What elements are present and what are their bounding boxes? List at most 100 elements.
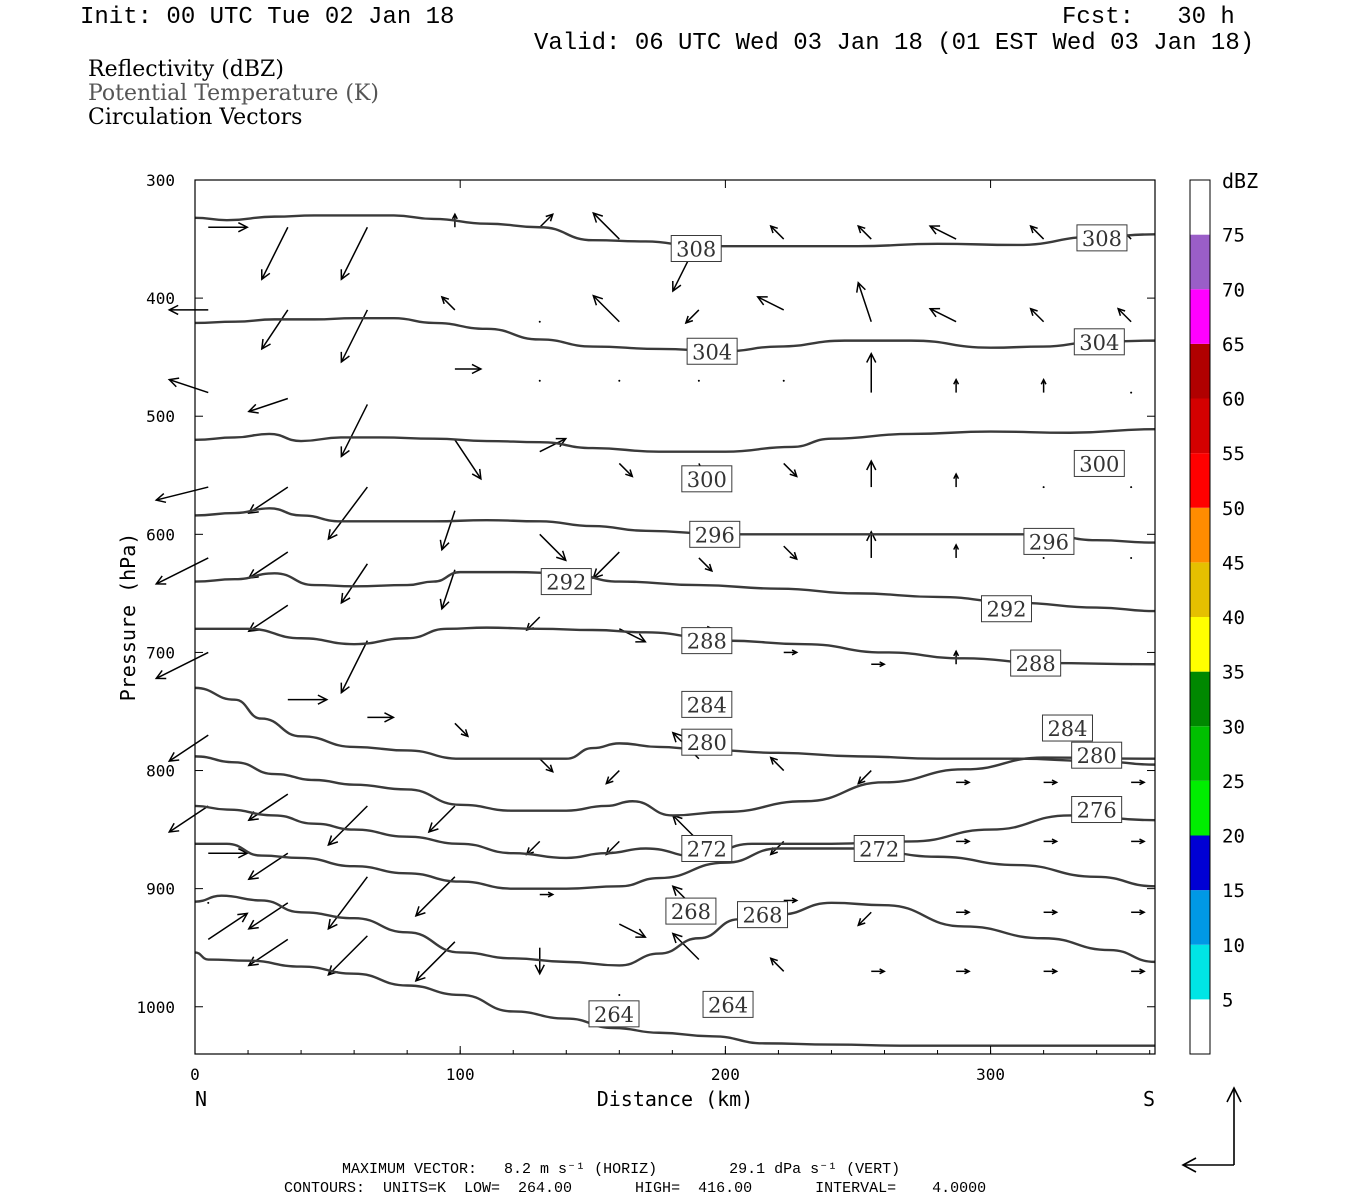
isentrope-276 — [194, 804, 1156, 860]
reference-vector-icon — [1181, 1086, 1242, 1173]
vector-arrow — [605, 770, 620, 785]
isentrope-label: 272 — [687, 837, 727, 861]
vector-arrow — [857, 911, 872, 927]
vector-arrow — [671, 932, 700, 961]
vector-arrow — [1130, 486, 1133, 489]
colorbar-segment — [1190, 726, 1210, 781]
vector-arrow — [866, 459, 877, 488]
vector-arrow — [327, 486, 368, 541]
isentrope-label-box — [681, 690, 733, 718]
axis-tick-layer: 0 100 200 300 300 400 500 600 700 800 900 1000 — [136, 171, 1155, 1084]
vector-arrow — [1131, 838, 1146, 845]
vector-arrow — [1040, 377, 1047, 393]
vector-arrow — [414, 941, 456, 982]
vector-arrow — [340, 640, 369, 695]
vector-arrow — [956, 779, 971, 786]
vector-arrow — [525, 840, 541, 856]
vector-arrow — [769, 756, 785, 772]
vector-arrow — [539, 533, 567, 562]
colorbar-level-label: 65 — [1222, 334, 1245, 356]
vector-arrow — [539, 891, 555, 898]
isentrope-label-box — [1071, 741, 1123, 769]
vector-arrow — [928, 225, 957, 240]
vector-arrow — [260, 226, 289, 281]
y-tick-label: 300 — [146, 171, 175, 190]
colorbar-level-label: 55 — [1222, 443, 1245, 465]
vector-arrow — [167, 377, 209, 394]
vector-arrow — [783, 649, 799, 656]
vector-arrow — [953, 377, 960, 393]
vector-arrow — [440, 295, 456, 311]
colorbar-level-label: 50 — [1222, 498, 1245, 520]
vector-arrow — [167, 304, 209, 316]
vector-arrow — [340, 226, 369, 281]
vector-arrow — [871, 661, 886, 668]
south-end-label: S — [1143, 1087, 1155, 1111]
vector-arrow — [956, 838, 971, 845]
colorbar-level-label: 45 — [1222, 552, 1245, 574]
colorbar-level-label: 20 — [1222, 826, 1245, 848]
vector-arrow — [538, 379, 541, 382]
vector-arrow — [1043, 909, 1059, 916]
vector-arrow — [287, 694, 329, 705]
vector-arrow — [327, 935, 368, 977]
vector-arrow — [956, 968, 971, 975]
vector-arrow — [698, 557, 714, 573]
vector-arrow — [769, 224, 785, 240]
isentrope-label: 296 — [1029, 530, 1069, 554]
colorbar-segment — [1190, 671, 1210, 727]
vector-arrow — [454, 722, 470, 738]
isentrope-label-box — [681, 834, 733, 862]
vector-arrow — [769, 957, 785, 972]
vector-arrow — [1131, 909, 1146, 916]
isentrope-label-box — [853, 834, 905, 862]
vector-arrow — [618, 993, 621, 996]
colorbar-level-label: 75 — [1222, 225, 1245, 247]
vector-arrow — [327, 805, 368, 847]
vector-arrow — [154, 486, 209, 504]
isentrope-label: 284 — [687, 693, 727, 717]
vector-arrow — [1029, 224, 1045, 240]
contour-info-note: CONTOURS: UNITS=K LOW= 264.00 HIGH= 416.… — [284, 1180, 987, 1197]
vector-arrow — [1042, 556, 1045, 559]
isentrope-label-box — [681, 627, 733, 655]
colorbar-segment — [1190, 835, 1210, 891]
vector-arrow — [427, 805, 456, 834]
vector-arrow — [857, 770, 872, 785]
colorbar-level-label: 60 — [1222, 389, 1245, 411]
isentrope-308 — [194, 214, 1156, 248]
isentrope-label: 288 — [687, 630, 727, 654]
vector-arrow — [367, 712, 396, 723]
vector-arrow — [539, 213, 554, 228]
vector-arrow — [592, 551, 620, 580]
vector-arrow — [618, 462, 634, 478]
vector-arrow — [783, 462, 798, 478]
colorbar-level-label: 35 — [1222, 662, 1245, 684]
vector-arrow — [414, 876, 456, 918]
isentrope-label: 264 — [594, 1003, 634, 1027]
y-axis-label: Pressure (hPa) — [116, 533, 140, 702]
vector-arrow — [1130, 556, 1133, 559]
colorbar-level-label: 5 — [1222, 989, 1233, 1011]
colorbar-level-label: 40 — [1222, 607, 1245, 629]
vector-arrow — [247, 793, 289, 822]
colorbar-segment — [1190, 289, 1210, 344]
isentrope-label-box — [702, 990, 754, 1018]
isentrope-label-box — [686, 337, 738, 365]
vector-arrow — [1043, 838, 1059, 845]
isentrope-label: 284 — [1047, 717, 1087, 741]
vector-arrow — [439, 569, 456, 611]
x-tick-label: 300 — [976, 1065, 1005, 1084]
isentrope-label-box — [681, 728, 733, 756]
field-vectors: Circulation Vectors — [88, 105, 303, 130]
isentrope-label: 280 — [1077, 744, 1117, 768]
colorbar-frame — [1189, 179, 1211, 1055]
isentrope-label-box — [737, 901, 789, 929]
colorbar-level-label: 70 — [1222, 279, 1245, 301]
isentrope-label: 292 — [546, 571, 586, 595]
isentrope-label-box — [670, 235, 722, 263]
isentrope-label: 272 — [859, 837, 899, 861]
init-time: Init: 00 UTC Tue 02 Jan 18 — [80, 4, 455, 31]
isentrope-label: 276 — [1077, 799, 1117, 823]
